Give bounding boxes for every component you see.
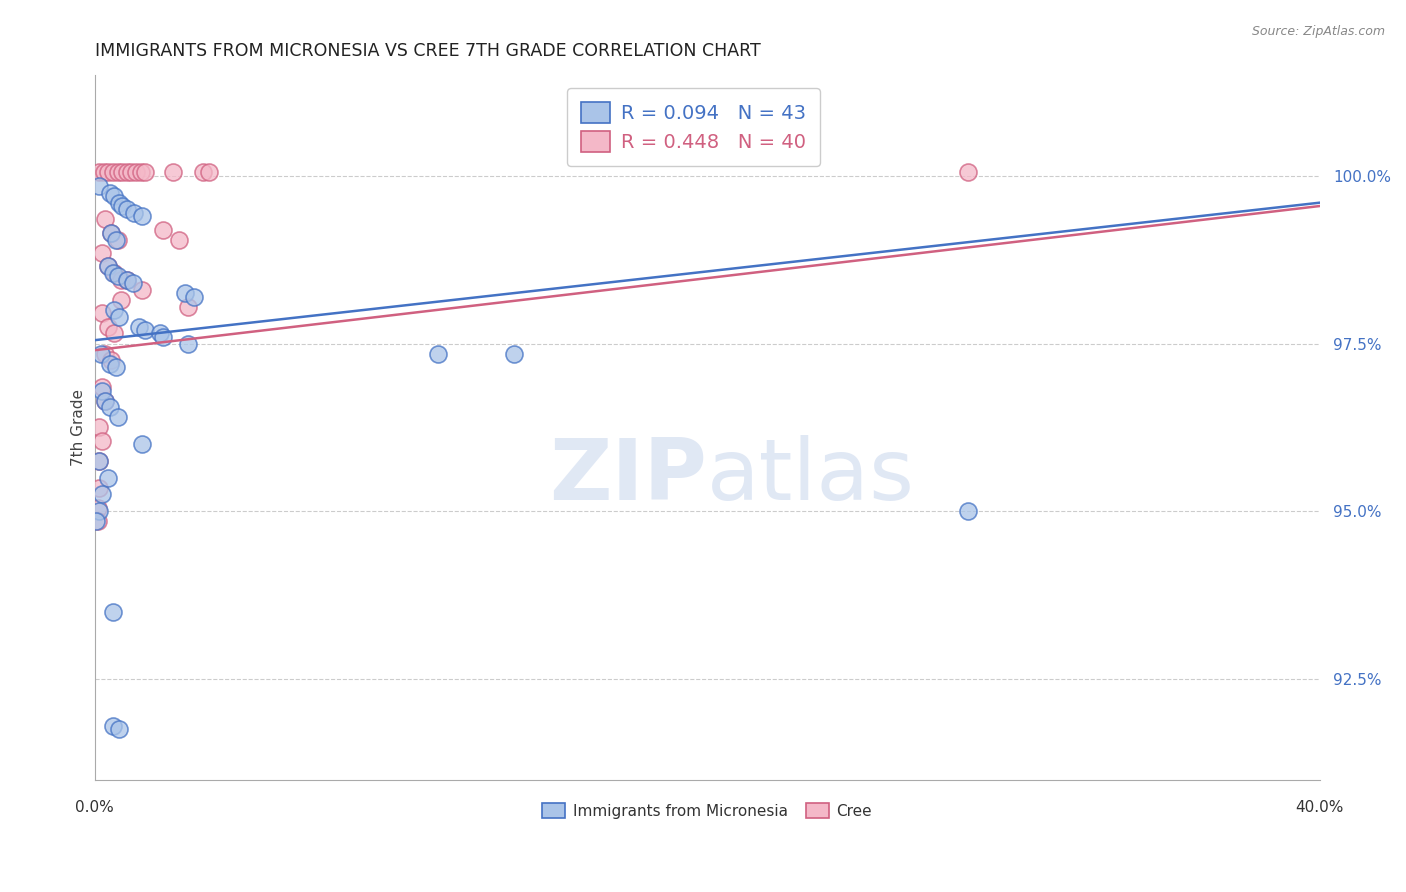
Point xyxy=(94,346,117,360)
Point xyxy=(111,199,134,213)
Point xyxy=(108,310,131,324)
Point xyxy=(108,195,131,210)
Point xyxy=(94,212,117,227)
Point xyxy=(167,233,190,247)
Point xyxy=(101,719,124,733)
Text: IMMIGRANTS FROM MICRONESIA VS CREE 7TH GRADE CORRELATION CHART: IMMIGRANTS FROM MICRONESIA VS CREE 7TH G… xyxy=(94,42,761,60)
Point xyxy=(89,481,111,495)
Text: Source: ZipAtlas.com: Source: ZipAtlas.com xyxy=(1251,25,1385,38)
Point xyxy=(84,514,107,528)
Point xyxy=(97,319,120,334)
Point xyxy=(103,303,125,318)
Point xyxy=(115,202,138,217)
Point xyxy=(90,346,112,360)
Point xyxy=(100,226,122,240)
Point xyxy=(198,165,221,179)
Point xyxy=(93,165,115,179)
Point xyxy=(107,269,129,284)
Text: 40.0%: 40.0% xyxy=(1295,800,1344,814)
Point xyxy=(98,357,121,371)
Point xyxy=(101,266,124,280)
Point xyxy=(115,273,138,287)
Point xyxy=(162,165,184,179)
Point xyxy=(956,165,979,179)
Point xyxy=(110,273,132,287)
Point xyxy=(503,346,526,360)
Point xyxy=(94,393,117,408)
Point xyxy=(86,514,108,528)
Point xyxy=(97,260,120,274)
Legend: Immigrants from Micronesia, Cree: Immigrants from Micronesia, Cree xyxy=(536,797,879,825)
Text: atlas: atlas xyxy=(707,435,915,518)
Point xyxy=(91,434,114,448)
Point xyxy=(103,266,125,280)
Point xyxy=(105,233,128,247)
Point xyxy=(426,346,449,360)
Point xyxy=(100,353,122,368)
Point xyxy=(120,165,142,179)
Point xyxy=(107,233,129,247)
Point xyxy=(115,273,138,287)
Point xyxy=(183,289,205,303)
Point xyxy=(98,186,121,200)
Point xyxy=(105,359,128,374)
Point xyxy=(101,165,124,179)
Point xyxy=(152,330,174,344)
Point xyxy=(134,323,156,337)
Point xyxy=(131,209,153,223)
Point xyxy=(174,286,197,301)
Point xyxy=(103,326,125,341)
Point xyxy=(91,306,114,320)
Point xyxy=(108,723,131,737)
Point xyxy=(107,410,129,425)
Y-axis label: 7th Grade: 7th Grade xyxy=(72,389,86,466)
Text: ZIP: ZIP xyxy=(550,435,707,518)
Point xyxy=(111,165,134,179)
Point xyxy=(89,454,111,468)
Point xyxy=(89,165,111,179)
Point xyxy=(121,276,143,290)
Point xyxy=(149,326,172,341)
Point xyxy=(97,165,120,179)
Point xyxy=(131,437,153,451)
Point xyxy=(91,246,114,260)
Point xyxy=(956,504,979,518)
Point xyxy=(193,165,215,179)
Point xyxy=(152,222,174,236)
Point xyxy=(91,384,114,398)
Point xyxy=(97,260,120,274)
Point xyxy=(103,189,125,203)
Point xyxy=(124,205,146,219)
Point xyxy=(89,420,111,434)
Point xyxy=(97,471,120,485)
Point xyxy=(91,487,114,501)
Point xyxy=(94,393,117,408)
Text: 0.0%: 0.0% xyxy=(75,800,114,814)
Point xyxy=(177,300,200,314)
Point xyxy=(86,500,108,515)
Point xyxy=(98,401,121,415)
Point xyxy=(107,165,129,179)
Point xyxy=(89,178,111,193)
Point xyxy=(129,165,152,179)
Point xyxy=(134,165,156,179)
Point xyxy=(100,226,122,240)
Point xyxy=(125,165,148,179)
Point xyxy=(115,165,138,179)
Point xyxy=(110,293,132,307)
Point xyxy=(101,605,124,619)
Point xyxy=(91,380,114,394)
Point xyxy=(177,336,200,351)
Point xyxy=(89,504,111,518)
Point xyxy=(128,319,150,334)
Point xyxy=(89,454,111,468)
Point xyxy=(131,283,153,297)
